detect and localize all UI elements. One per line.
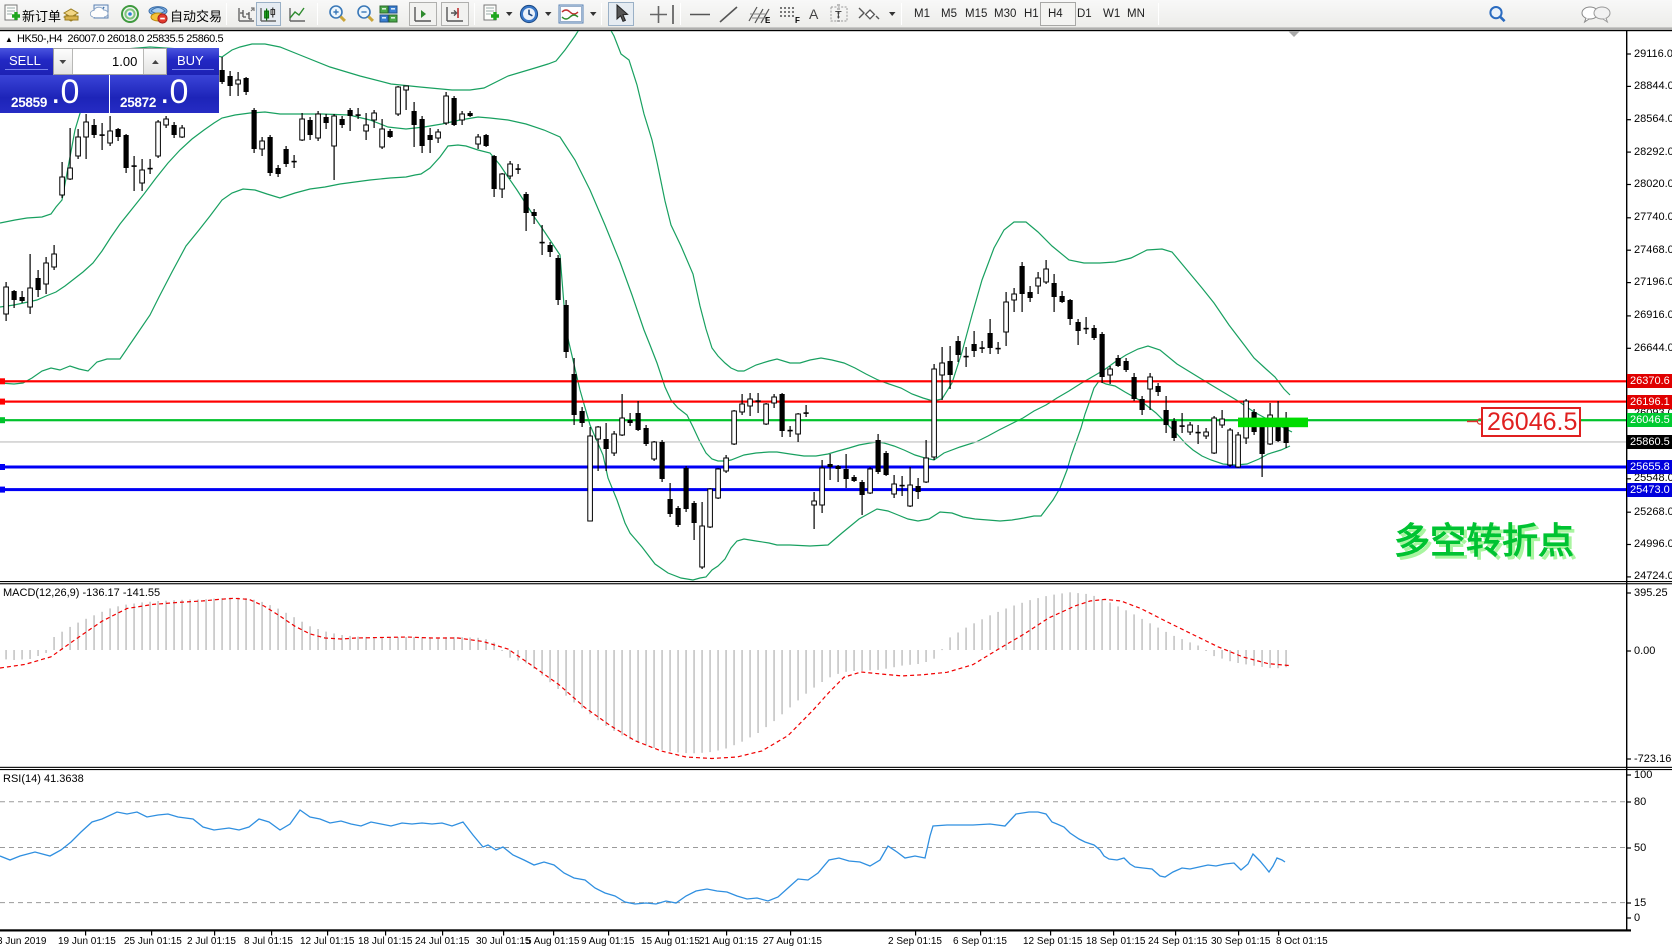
svg-text:E: E	[765, 16, 771, 25]
svg-text:T: T	[835, 10, 842, 22]
svg-text:F: F	[795, 16, 800, 25]
